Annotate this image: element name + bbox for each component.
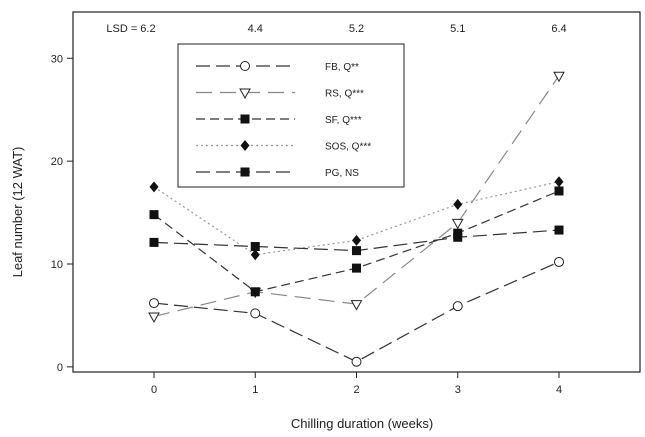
data-point <box>554 225 564 235</box>
y-tick-label: 20 <box>51 156 63 168</box>
y-tick-label: 10 <box>51 259 63 271</box>
lsd-labels: LSD = 6.2 4.4 5.2 5.1 6.4 <box>106 23 566 35</box>
legend-item: RS, Q*** <box>196 88 364 100</box>
legend-item: SOS, Q*** <box>196 140 371 153</box>
x-tick-label: 0 <box>151 384 157 396</box>
data-point <box>352 246 361 256</box>
y-tick-label: 30 <box>51 53 63 65</box>
legend-label: PG, NS <box>325 168 359 179</box>
legend: FB, Q** RS, Q*** SF, Q*** SOS, Q*** PG, NS <box>177 43 405 188</box>
lsd-label: LSD = 6.2 <box>106 23 155 35</box>
series <box>149 225 564 256</box>
data-point <box>149 210 159 220</box>
legend-label: RS, Q*** <box>325 89 364 100</box>
series <box>149 256 564 367</box>
data-point <box>554 186 564 196</box>
data-point <box>239 88 251 100</box>
legend-label: FB, Q** <box>325 62 359 73</box>
data-point <box>149 237 159 247</box>
lsd-label: 5.1 <box>450 23 465 35</box>
lsd-label: 4.4 <box>248 23 263 35</box>
data-point <box>553 71 565 83</box>
data-point <box>149 298 159 309</box>
lsd-label: 6.4 <box>551 23 566 35</box>
data-point <box>240 140 250 151</box>
axes: 0 1 2 3 4 0 10 20 30 <box>51 53 562 396</box>
lsd-label: 5.2 <box>349 23 364 35</box>
data-point <box>240 114 250 124</box>
data-point <box>250 242 260 252</box>
legend-box <box>177 43 405 188</box>
legend-label: SOS, Q*** <box>325 142 371 153</box>
data-point <box>148 312 160 323</box>
data-point <box>453 232 463 242</box>
x-axis-label: Chilling duration (weeks) <box>291 416 433 431</box>
data-point <box>352 234 361 246</box>
y-axis-label: Leaf number (12 WAT) <box>10 147 25 278</box>
series-line <box>153 261 560 363</box>
data-point <box>554 176 564 188</box>
data-point <box>250 287 260 297</box>
series-group <box>148 71 565 367</box>
x-tick-label: 4 <box>556 384 562 396</box>
data-point <box>554 256 564 267</box>
data-point <box>350 300 363 311</box>
data-point <box>352 263 361 273</box>
data-point <box>250 249 260 261</box>
data-point <box>149 181 159 193</box>
series <box>149 176 564 261</box>
data-point <box>452 301 463 312</box>
series-line <box>153 181 560 256</box>
data-point <box>250 308 261 319</box>
legend-item: SF, Q*** <box>196 114 362 126</box>
legend-item: FB, Q** <box>196 61 359 73</box>
legend-item: PG, NS <box>196 167 359 179</box>
x-tick-label: 1 <box>252 384 258 396</box>
y-tick-label: 0 <box>57 362 63 374</box>
legend-label: SF, Q*** <box>325 115 362 126</box>
x-tick-label: 2 <box>353 384 359 396</box>
data-point <box>240 167 250 177</box>
x-tick-label: 3 <box>455 384 461 396</box>
data-point <box>451 218 464 230</box>
data-point <box>351 356 362 367</box>
data-point <box>240 61 250 71</box>
data-point <box>453 198 463 210</box>
